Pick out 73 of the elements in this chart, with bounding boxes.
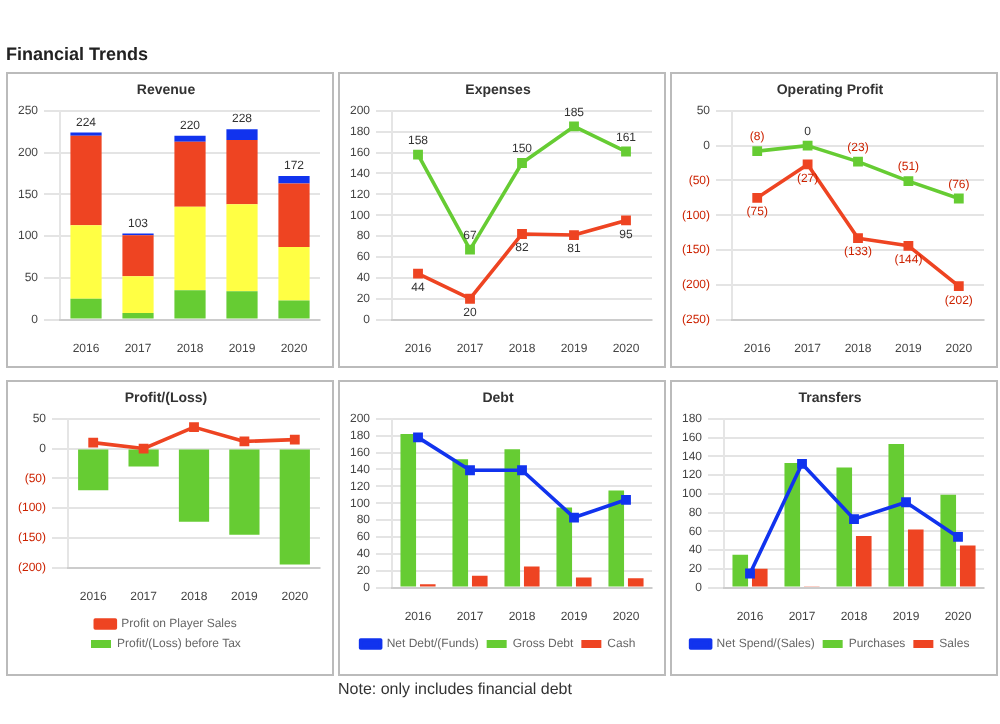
bar (784, 462, 801, 587)
bar (174, 141, 206, 207)
point (903, 240, 914, 251)
point (569, 512, 579, 523)
bar (226, 204, 258, 292)
point (189, 422, 199, 433)
point (138, 443, 149, 454)
point (953, 193, 964, 204)
bar (70, 135, 102, 226)
bar (122, 276, 154, 313)
point (953, 532, 963, 542)
bar (226, 129, 258, 141)
bar (452, 459, 469, 587)
point (901, 497, 911, 508)
point (745, 568, 755, 579)
point (289, 434, 300, 445)
bar (174, 290, 206, 319)
bar (226, 140, 258, 205)
point (465, 244, 475, 255)
bar (732, 554, 749, 587)
bar (836, 467, 853, 587)
bar (627, 578, 644, 587)
point (239, 436, 250, 447)
point (569, 230, 579, 240)
bar (400, 433, 417, 587)
bar (907, 529, 924, 587)
point (413, 432, 423, 443)
point (517, 229, 527, 239)
point (621, 494, 631, 505)
bar (70, 225, 102, 299)
point (903, 176, 914, 187)
point (569, 121, 579, 132)
bar (70, 298, 102, 319)
bar (122, 235, 154, 277)
bar (940, 494, 957, 587)
bar (278, 183, 310, 247)
point (953, 281, 964, 292)
point (621, 146, 631, 157)
point (802, 159, 813, 170)
bar (278, 300, 310, 319)
bar (471, 575, 488, 587)
bar (174, 206, 206, 291)
bar (122, 312, 154, 319)
point (752, 192, 763, 203)
point (849, 514, 859, 525)
bar (959, 545, 976, 587)
point (413, 149, 423, 160)
bar (608, 490, 625, 587)
text: Note: only includes financial debt (338, 680, 572, 698)
bar (575, 577, 592, 587)
point (465, 465, 475, 476)
bar (278, 246, 310, 301)
bar (751, 568, 768, 587)
bar (888, 444, 905, 587)
point (517, 465, 527, 476)
bar (556, 507, 573, 587)
point (853, 233, 863, 244)
point (88, 437, 99, 448)
point (465, 293, 475, 304)
bar (278, 175, 310, 184)
bar (523, 566, 540, 587)
bar (855, 536, 872, 587)
text: Financial Trends (6, 44, 149, 64)
point (517, 158, 527, 168)
bar (504, 449, 521, 587)
bar (226, 291, 258, 319)
bar (174, 135, 206, 142)
point (413, 268, 423, 279)
point (853, 156, 863, 167)
point (752, 146, 763, 157)
point (802, 140, 813, 151)
point (621, 215, 631, 226)
point (797, 458, 807, 469)
